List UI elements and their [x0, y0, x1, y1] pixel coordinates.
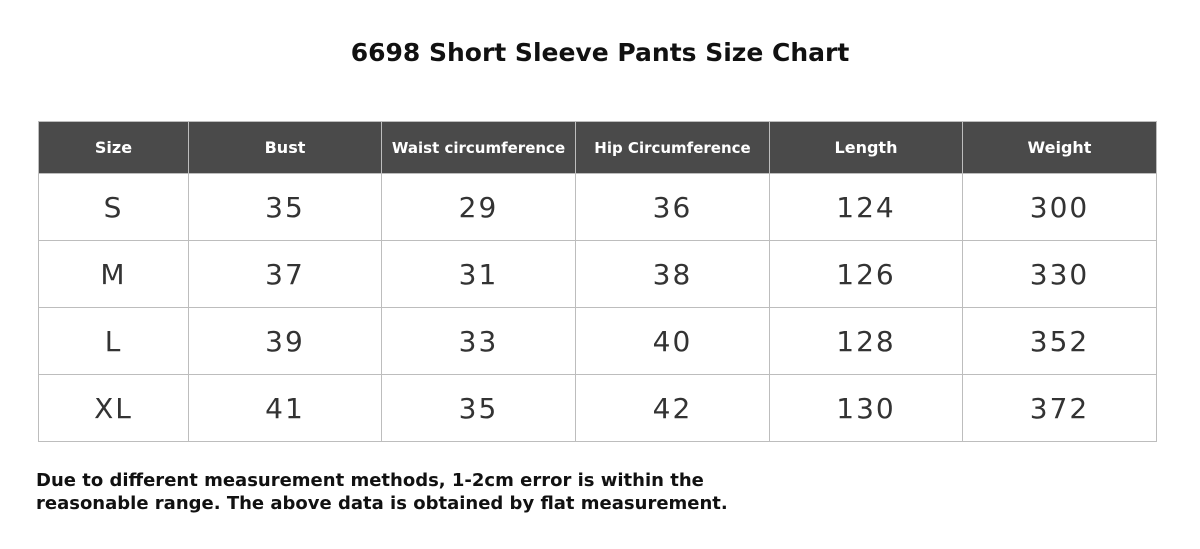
size-table: Size Bust Waist circumference Hip Circumfer…: [38, 121, 1157, 442]
table-cell: 352: [962, 307, 1157, 375]
note-line: Due to different measurement methods, 1-…: [36, 470, 704, 491]
table-cell: L: [38, 307, 189, 375]
column-header: Weight: [962, 121, 1157, 174]
table-cell: 126: [769, 240, 963, 308]
table-cell: 33: [381, 307, 576, 375]
table-cell: 36: [575, 173, 770, 241]
table-cell: M: [38, 240, 189, 308]
column-header: Bust: [188, 121, 382, 174]
table-cell: 42: [575, 374, 770, 442]
table-cell: 372: [962, 374, 1157, 442]
table-row: L 39 33 40 128 352: [38, 307, 1157, 375]
table-cell: 124: [769, 173, 963, 241]
table-cell: 40: [575, 307, 770, 375]
column-header: Waist circumference: [381, 121, 576, 174]
table-row: M 37 31 38 126 330: [38, 240, 1157, 308]
title: 6698 Short Sleeve Pants Size Chart: [350, 38, 850, 67]
note-line: reasonable range. The above data is obta…: [36, 493, 728, 514]
table-cell: 128: [769, 307, 963, 375]
column-header: Length: [769, 121, 963, 174]
table-cell: 38: [575, 240, 770, 308]
table-cell: 300: [962, 173, 1157, 241]
table-cell: 41: [188, 374, 382, 442]
table-cell: XL: [38, 374, 189, 442]
table-cell: 130: [769, 374, 963, 442]
column-header: Size: [38, 121, 189, 174]
table-cell: 37: [188, 240, 382, 308]
table-cell: 330: [962, 240, 1157, 308]
table-cell: 35: [188, 173, 382, 241]
table-row: S 35 29 36 124 300: [38, 173, 1157, 241]
note: Due to different measurement methods, 1-…: [36, 469, 728, 515]
table-cell: 35: [381, 374, 576, 442]
table-cell: 31: [381, 240, 576, 308]
table-cell: S: [38, 173, 189, 241]
table-cell: 39: [188, 307, 382, 375]
header-row: Size Bust Waist circumference Hip Circumfer…: [38, 121, 1157, 174]
table-cell: 29: [381, 173, 576, 241]
table-body: S 35 29 36 124 300 M 37 31 38 126 330 L 39 33 40 128 352 X…: [38, 173, 1157, 442]
column-header: Hip Circumference: [575, 121, 770, 174]
table-row: XL 41 35 42 130 372: [38, 374, 1157, 442]
